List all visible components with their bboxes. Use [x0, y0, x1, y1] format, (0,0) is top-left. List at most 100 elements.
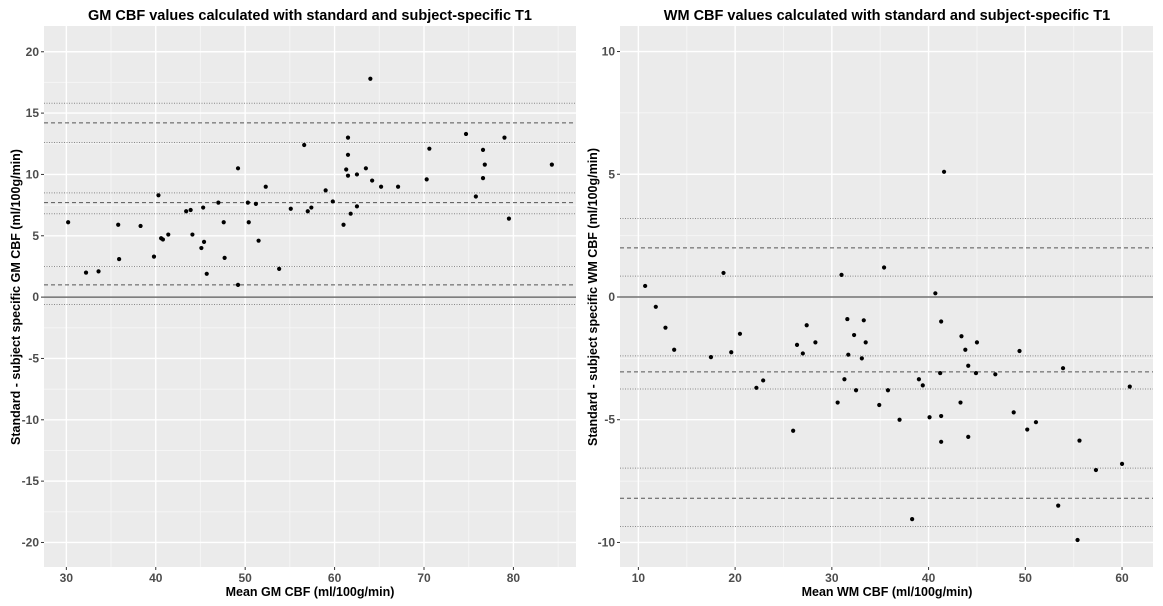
gm-x-axis-title: Mean GM CBF (ml/100g/min)	[226, 585, 395, 599]
gm-data-point	[235, 166, 241, 171]
wm-data-point	[643, 283, 648, 289]
gm-data-point	[263, 184, 268, 189]
gm-data-point	[201, 205, 206, 210]
gm-y-tick-label: -20	[22, 535, 40, 549]
gm-data-point	[83, 270, 89, 275]
gm-data-point	[344, 167, 349, 172]
gm-data-point	[549, 162, 554, 167]
gm-data-point	[348, 211, 353, 216]
gm-data-point	[354, 204, 360, 209]
wm-data-point	[672, 347, 677, 352]
gm-data-point	[323, 188, 328, 193]
gm-data-point	[370, 178, 375, 183]
wm-data-point	[813, 340, 818, 345]
wm-y-tick-label: 5	[608, 167, 615, 181]
wm-x-tick-label: 50	[1019, 571, 1033, 585]
gm-data-point	[199, 245, 204, 251]
gm-chart-title: GM CBF values calculated with standard a…	[88, 8, 532, 24]
gm-data-point	[221, 220, 226, 225]
wm-data-point	[663, 325, 668, 330]
gm-data-point	[363, 166, 368, 171]
wm-data-point	[993, 372, 998, 377]
wm-x-tick-label: 30	[825, 571, 839, 585]
wm-data-point	[877, 402, 882, 408]
wm-data-point	[794, 342, 800, 347]
gm-data-point	[151, 254, 157, 259]
wm-y-tick-label: -10	[598, 535, 616, 549]
gm-data-point	[235, 282, 241, 287]
gm-data-point	[188, 207, 193, 213]
wm-data-point	[939, 439, 944, 444]
wm-x-tick-label: 20	[728, 571, 742, 585]
gm-data-point	[395, 184, 401, 189]
wm-data-point	[881, 265, 887, 270]
wm-data-point	[1075, 537, 1080, 543]
gm-data-point	[502, 135, 507, 140]
gm-data-point	[138, 223, 143, 229]
gm-data-point	[166, 232, 171, 237]
wm-data-point	[1025, 427, 1030, 432]
gm-data-point	[473, 194, 478, 199]
wm-data-point	[927, 415, 932, 420]
gm-data-point	[190, 232, 195, 237]
gm-data-point	[201, 239, 207, 245]
gm-y-tick-label: 20	[26, 45, 40, 59]
wm-data-point	[729, 350, 734, 355]
wm-data-point	[791, 428, 796, 433]
wm-x-axis-title: Mean WM CBF (ml/100g/min)	[802, 585, 973, 599]
wm-data-point	[1033, 420, 1039, 425]
wm-data-point	[939, 319, 944, 324]
gm-y-tick-label: 15	[26, 106, 40, 120]
gm-x-tick-label: 60	[328, 571, 342, 585]
wm-data-point	[963, 347, 968, 352]
wm-data-point	[1077, 438, 1082, 443]
gm-data-point	[305, 209, 310, 214]
wm-data-point	[851, 332, 857, 338]
gm-data-point	[96, 269, 101, 274]
wm-y-tick-label: 10	[602, 45, 616, 59]
wm-data-point	[1127, 384, 1132, 389]
gm-data-point	[160, 237, 166, 242]
wm-data-point	[754, 385, 759, 390]
wm-plot-area: 10 20 30 40 50 60 -10 -5 0 5 10	[598, 26, 1153, 585]
wm-data-point	[1011, 410, 1016, 415]
wm-data-point	[804, 323, 809, 328]
gm-data-point	[66, 220, 71, 225]
gm-x-tick-label: 50	[238, 571, 252, 585]
wm-y-axis-title: Standard - subject specific WM CBF (ml/1…	[586, 148, 600, 446]
gm-data-point	[277, 266, 282, 271]
gm-y-tick-label: 10	[26, 167, 40, 181]
wm-x-tick-label: 60	[1115, 571, 1129, 585]
wm-data-point	[845, 316, 850, 322]
wm-data-point	[1060, 366, 1066, 371]
wm-data-point	[839, 272, 844, 277]
gm-data-point	[506, 216, 512, 221]
wm-data-point	[973, 370, 979, 376]
gm-data-point	[246, 220, 251, 225]
gm-panel: 30 40 50 60 70 80 -20 -15 -10 -5 0 5 10 15 20 GM CBF v…	[9, 8, 576, 599]
wm-x-tick-label: 10	[632, 571, 646, 585]
wm-data-point	[959, 334, 964, 339]
wm-panel: 10 20 30 40 50 60 -10 -5 0 5 10 WM CBF values calc…	[586, 8, 1153, 599]
wm-y-tick-label: 0	[608, 290, 615, 304]
wm-data-point	[958, 400, 963, 405]
wm-data-point	[853, 388, 859, 393]
gm-x-tick-label: 70	[417, 571, 431, 585]
gm-data-point	[463, 131, 469, 137]
wm-data-point	[708, 355, 714, 360]
wm-y-tick-label: -5	[604, 413, 615, 427]
wm-data-point	[863, 340, 868, 345]
wm-data-point	[1017, 348, 1022, 354]
gm-data-point	[253, 201, 259, 206]
wm-data-point	[966, 363, 971, 368]
gm-data-point	[480, 147, 486, 153]
wm-x-tick-label: 40	[922, 571, 936, 585]
wm-data-point	[861, 318, 866, 323]
wm-data-point	[846, 352, 851, 357]
gm-y-tick-label: 5	[32, 229, 39, 243]
wm-data-point	[910, 517, 915, 522]
gm-data-point	[117, 256, 122, 262]
gm-data-point	[288, 206, 293, 211]
gm-data-point	[378, 184, 384, 189]
gm-data-point	[354, 172, 360, 177]
